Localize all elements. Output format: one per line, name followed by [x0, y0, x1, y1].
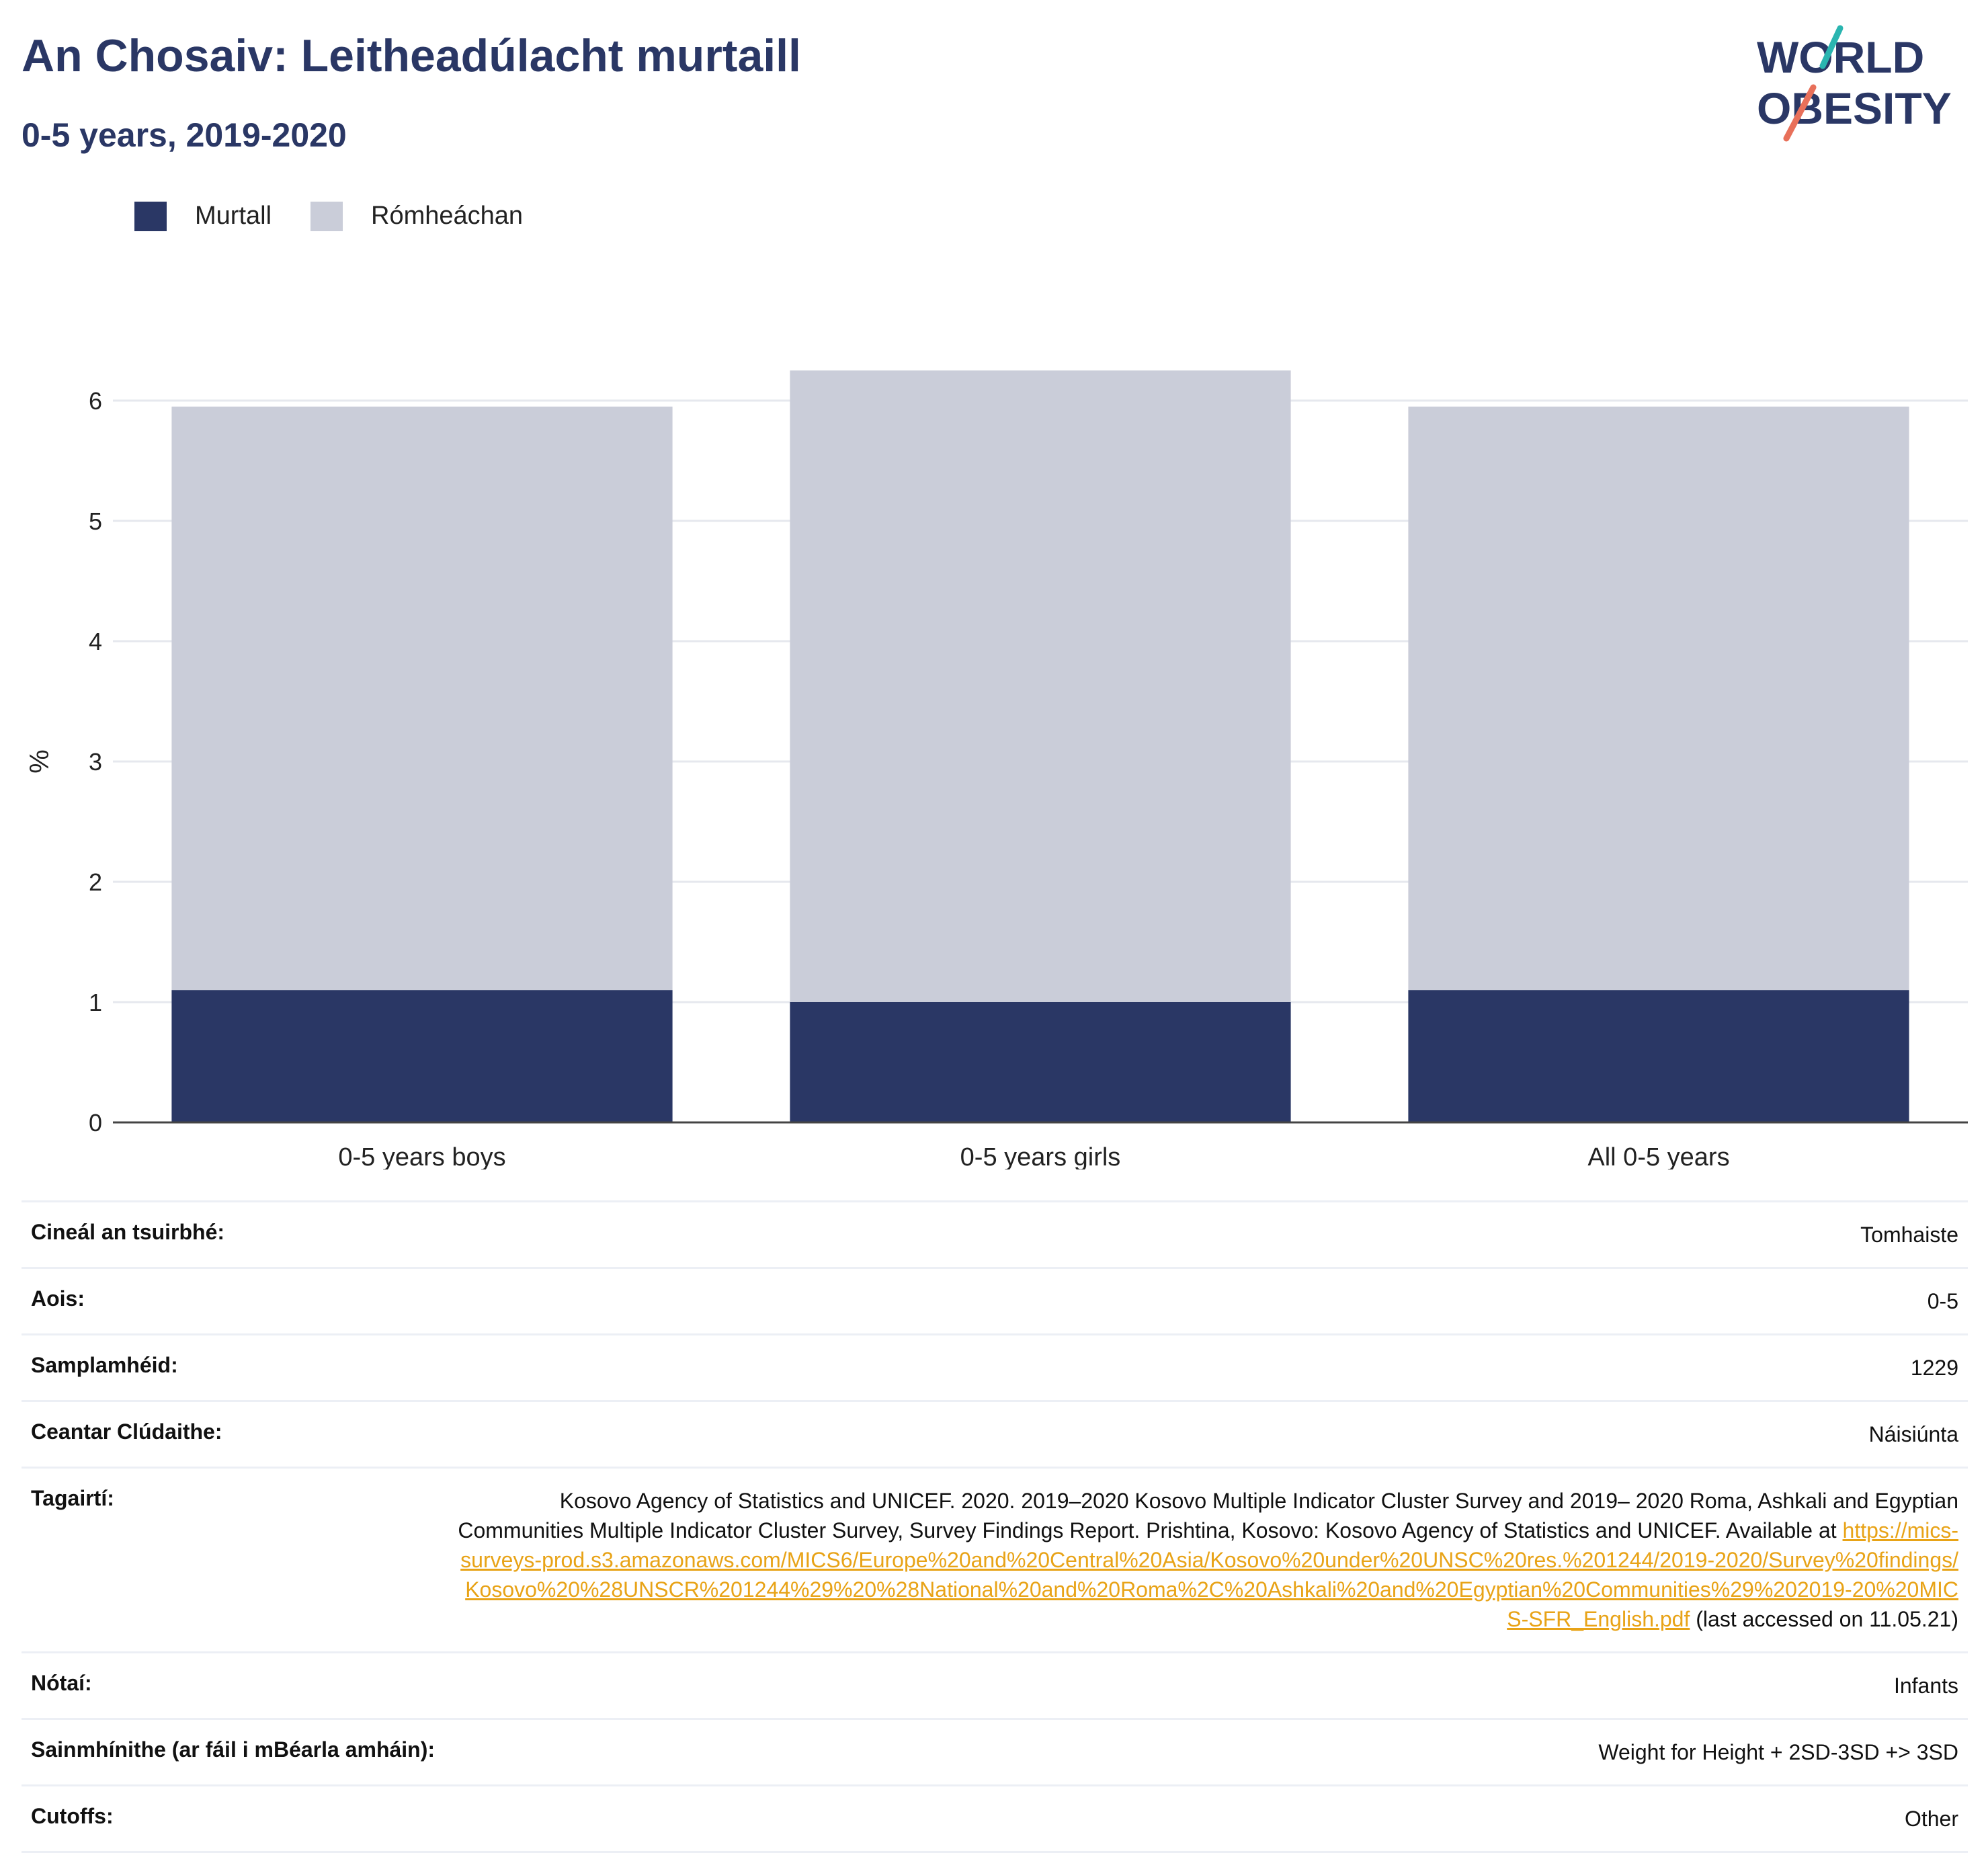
- row-value: Tomhaiste: [444, 1200, 1968, 1268]
- row-label: Cineál an tsuirbhé:: [22, 1200, 445, 1268]
- logo-text-world: WORLD: [1757, 32, 1924, 82]
- row-label: Samplamhéid:: [22, 1333, 445, 1401]
- bar-overweight: [790, 370, 1291, 1002]
- logo-text-obesity: OBESITY: [1757, 83, 1952, 133]
- y-tick-label: 2: [89, 868, 102, 896]
- bar-obese: [790, 1002, 1291, 1122]
- bar-overweight: [171, 406, 673, 991]
- row-value: Other: [444, 1784, 1968, 1853]
- y-tick-label: 4: [89, 628, 102, 655]
- row-value: Infants: [444, 1651, 1968, 1719]
- row-label: Aois:: [22, 1267, 445, 1335]
- row-value: 0-5: [444, 1267, 1968, 1335]
- y-tick-label: 1: [89, 989, 102, 1016]
- table-row: Sainmhínithe (ar fáil i mBéarla amháin):…: [22, 1718, 1968, 1786]
- bar-obese: [1408, 990, 1909, 1122]
- legend-label-obese: Murtall: [195, 202, 272, 230]
- legend-swatch-obese: [134, 202, 167, 231]
- y-axis-label: %: [25, 749, 54, 774]
- reference-link[interactable]: https://mics-surveys-prod.s3.amazonaws.c…: [460, 1518, 1958, 1631]
- chart-subtitle: 0-5 years, 2019-2020: [22, 116, 347, 154]
- row-label: Ceantar Clúdaithe:: [22, 1400, 445, 1468]
- table-row: Cutoffs: Other: [22, 1784, 1968, 1853]
- x-tick-label: All 0-5 years: [1587, 1143, 1729, 1169]
- bar-obese: [171, 990, 673, 1122]
- world-obesity-logo: WORLD OBESITY: [1757, 25, 1952, 142]
- table-row: Samplamhéid: 1229: [22, 1333, 1968, 1401]
- table-row: Nótaí: Infants: [22, 1651, 1968, 1719]
- row-label: Sainmhínithe (ar fáil i mBéarla amháin):: [22, 1718, 445, 1786]
- y-tick-label: 0: [89, 1109, 102, 1137]
- legend-swatch-overweight: [310, 202, 343, 231]
- logo-slash-coral: [1783, 84, 1817, 142]
- chart-title: An Chosaiv: Leitheadúlacht murtaill: [22, 30, 801, 81]
- reference-suffix: (last accessed on 11.05.21): [1690, 1607, 1958, 1631]
- row-value: Náisiúnta: [444, 1400, 1968, 1468]
- reference-label: Tagairtí:: [22, 1467, 445, 1653]
- reference-row: Tagairtí: Kosovo Agency of Statistics an…: [22, 1467, 1968, 1653]
- bar-overweight: [1408, 406, 1909, 991]
- row-label: Cutoffs:: [22, 1784, 445, 1853]
- reference-value: Kosovo Agency of Statistics and UNICEF. …: [444, 1467, 1968, 1653]
- survey-info-table: Cineál an tsuirbhé: Tomhaiste Aois: 0-5 …: [22, 1200, 1968, 1853]
- reference-text: Kosovo Agency of Statistics and UNICEF. …: [458, 1489, 1958, 1542]
- y-tick-label: 5: [89, 507, 102, 535]
- y-tick-label: 6: [89, 387, 102, 415]
- row-label: Nótaí:: [22, 1651, 445, 1719]
- bar-chart: 0 1 2 3 4 5 6% 0-5 years boys 0-5 years girls All…: [25, 370, 1968, 1169]
- x-tick-label: 0-5 years girls: [960, 1143, 1121, 1169]
- table-row: Cineál an tsuirbhé: Tomhaiste: [22, 1200, 1968, 1268]
- y-tick-label: 3: [89, 748, 102, 776]
- logo-slash-teal: [1819, 25, 1844, 69]
- row-value: Weight for Height + 2SD-3SD +> 3SD: [444, 1718, 1968, 1786]
- legend-label-overweight: Rómheáchan: [371, 202, 524, 230]
- table-row: Ceantar Clúdaithe: Náisiúnta: [22, 1400, 1968, 1468]
- row-value: 1229: [444, 1333, 1968, 1401]
- x-tick-label: 0-5 years boys: [338, 1143, 505, 1169]
- table-row: Aois: 0-5: [22, 1267, 1968, 1335]
